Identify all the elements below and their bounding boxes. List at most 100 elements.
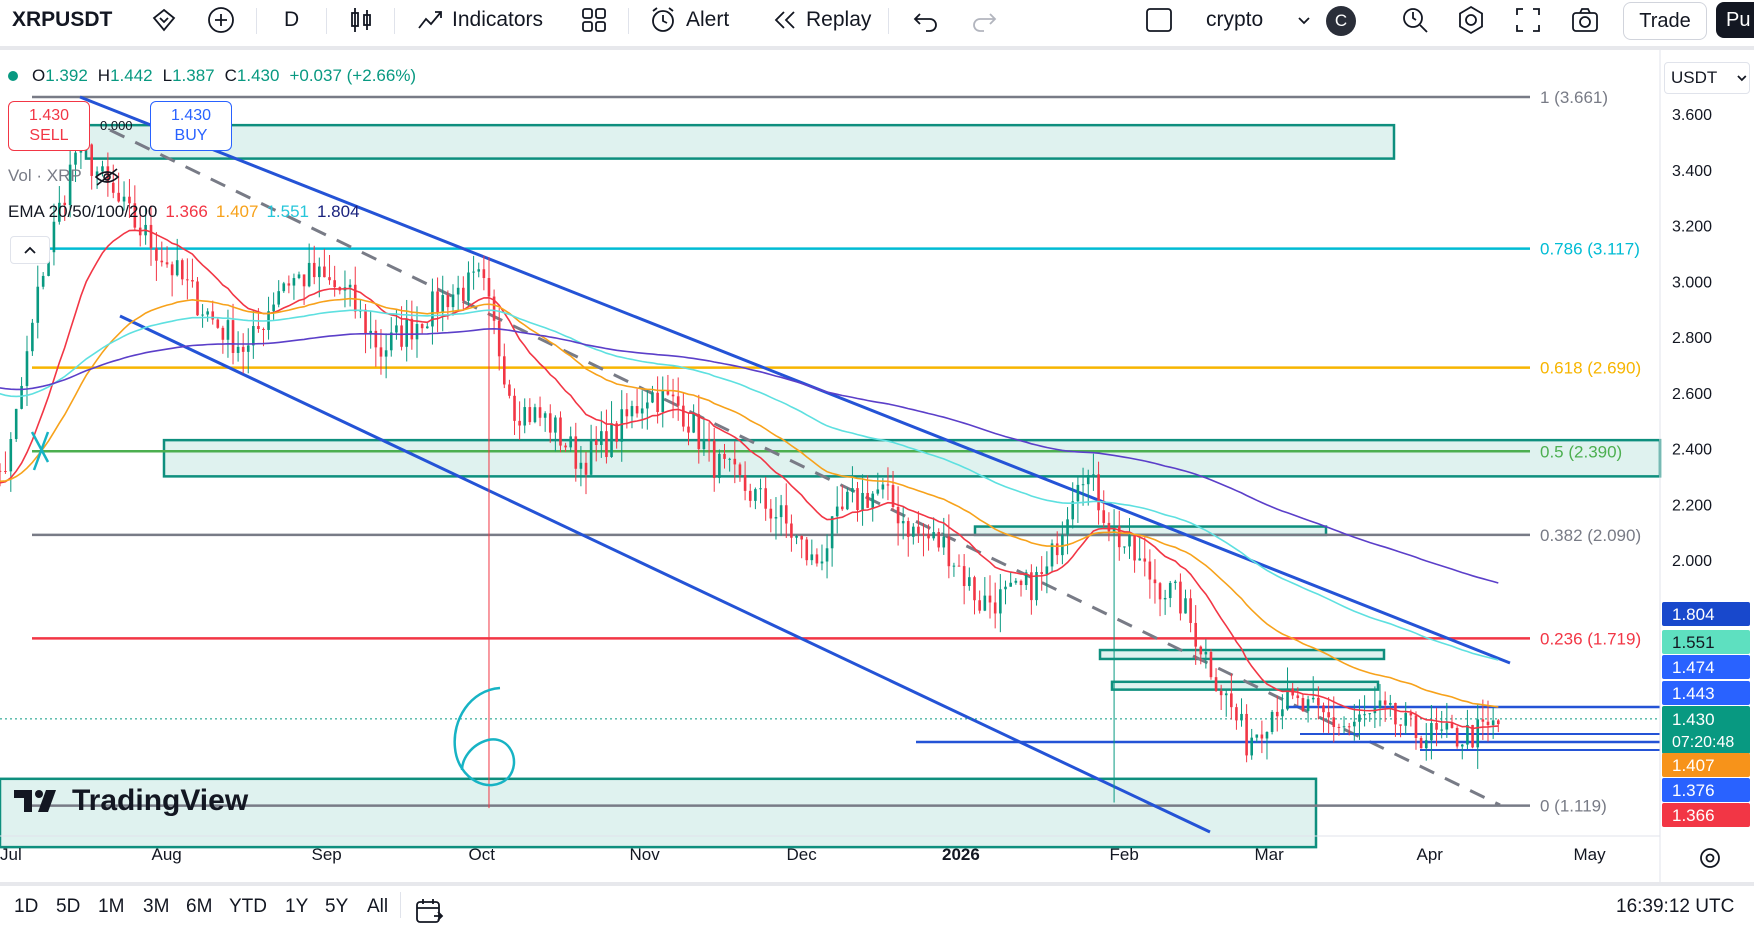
symbol-search[interactable]: XRPUSDT [12, 8, 113, 31]
candle-body [805, 539, 809, 561]
ema200-value: 1.804 [316, 202, 360, 221]
range-1y[interactable]: 1Y [285, 896, 309, 917]
trade-button[interactable]: Trade [1623, 2, 1707, 40]
candle-body [1311, 697, 1315, 700]
quick-search-icon[interactable] [1400, 0, 1430, 40]
candle-body [262, 328, 265, 330]
utc-clock[interactable]: 16:39:12 UTC [1616, 896, 1735, 917]
price-axis-label-text: 1.376 [1672, 781, 1715, 800]
candle-body [646, 402, 649, 409]
candle-body [170, 264, 174, 276]
axis-settings-gear-icon[interactable] [1700, 848, 1720, 868]
candle-body [1399, 724, 1402, 726]
candle-body [1476, 719, 1480, 748]
publish-button[interactable]: Pu [1716, 2, 1754, 38]
ohlc-open: O1.392 [32, 66, 88, 85]
candle-body [1235, 707, 1238, 721]
candle-body [1209, 651, 1213, 678]
replay-button[interactable]: Replay [770, 0, 871, 40]
goto-date-calendar-icon[interactable] [414, 896, 444, 932]
redo-icon[interactable] [970, 0, 998, 40]
channel-lower-line [119, 314, 1211, 834]
price-axis-label [1662, 602, 1750, 626]
candle-body [191, 280, 194, 282]
interval-button[interactable]: D [284, 8, 300, 31]
buy-button[interactable]: 1.430 BUY [150, 101, 232, 151]
candle-body [297, 274, 301, 279]
candle-body [927, 534, 930, 539]
candle-body [503, 356, 506, 385]
avatar[interactable]: C [1326, 6, 1356, 36]
candle-body [937, 532, 940, 548]
candle-body [676, 396, 680, 406]
candle-body [328, 277, 331, 281]
divider [628, 8, 629, 34]
sell-button[interactable]: 1.430 SELL [8, 101, 90, 151]
range-3m[interactable]: 3M [143, 896, 170, 917]
symbol-menu-icon[interactable] [150, 0, 178, 40]
candle-body [1486, 721, 1490, 726]
fullscreen-icon[interactable] [1514, 0, 1542, 40]
time-axis-tick: Aug [152, 845, 182, 864]
candle-body [1117, 526, 1121, 548]
ohlc-high: H1.442 [97, 66, 153, 85]
hidden-eye-icon[interactable] [94, 167, 120, 187]
candle-body [1435, 723, 1438, 730]
range-5y[interactable]: 5Y [325, 896, 349, 917]
candle-body [4, 470, 7, 472]
candle-body [36, 286, 40, 323]
ema50-line [0, 297, 1499, 708]
layout-square-icon[interactable] [1144, 0, 1174, 40]
candle-body [52, 221, 56, 253]
candle-body [312, 262, 316, 278]
candle-body [973, 577, 976, 601]
candle-body [74, 152, 77, 165]
price-axis-label [1662, 706, 1750, 754]
chart-type-candles-icon[interactable] [348, 0, 374, 40]
candle-body [1260, 734, 1264, 739]
time-axis-tick: Apr [1417, 845, 1444, 864]
candle-body [25, 351, 29, 386]
snapshot-camera-icon[interactable] [1570, 0, 1600, 40]
price-chart[interactable]: 1 (3.661) 0.786 (3.117) 0.618 (2.690) 0.5 (… [0, 50, 1754, 882]
range-5d[interactable]: 5D [56, 896, 81, 917]
candle-body [800, 535, 803, 540]
candle-body [1240, 713, 1243, 721]
candle-body [101, 166, 104, 172]
candle-body [1281, 709, 1284, 717]
undo-icon[interactable] [912, 0, 940, 40]
ema50-value: 1.407 [215, 202, 259, 221]
candle-body [302, 274, 306, 287]
candle-body [252, 326, 255, 346]
candle-body [441, 295, 445, 314]
alert-button[interactable]: Alert [648, 0, 729, 40]
candle-body [886, 484, 890, 486]
range-ytd[interactable]: YTD [229, 896, 267, 917]
settings-gear-icon[interactable] [1456, 0, 1486, 40]
candle-body [389, 332, 393, 351]
alert-label: Alert [686, 8, 730, 31]
candle-body [712, 440, 716, 478]
candle-body [738, 464, 742, 476]
indicators-button[interactable]: Indicators [416, 0, 543, 40]
range-6m[interactable]: 6M [186, 896, 213, 917]
candle-body [779, 505, 783, 518]
price-axis-label [1662, 778, 1750, 802]
candle-body [1317, 697, 1320, 706]
layout-chevron-down-icon[interactable] [1294, 0, 1314, 40]
currency-select[interactable]: USDT [1664, 62, 1750, 94]
candle-body [395, 325, 398, 333]
compare-plus-icon[interactable] [206, 0, 236, 40]
templates-grid-icon[interactable] [580, 0, 608, 40]
layout-name[interactable]: crypto [1206, 8, 1264, 31]
candle-body [307, 262, 311, 287]
time-axis-tick: Jul [0, 845, 22, 864]
range-all[interactable]: All [367, 896, 389, 917]
candle-body [579, 462, 583, 469]
range-1m[interactable]: 1M [98, 896, 125, 917]
candle-body [1358, 714, 1361, 722]
range-1d[interactable]: 1D [14, 896, 39, 917]
candle-body [554, 417, 557, 433]
collapse-legend-button[interactable] [10, 236, 50, 264]
candle-body [216, 319, 220, 328]
